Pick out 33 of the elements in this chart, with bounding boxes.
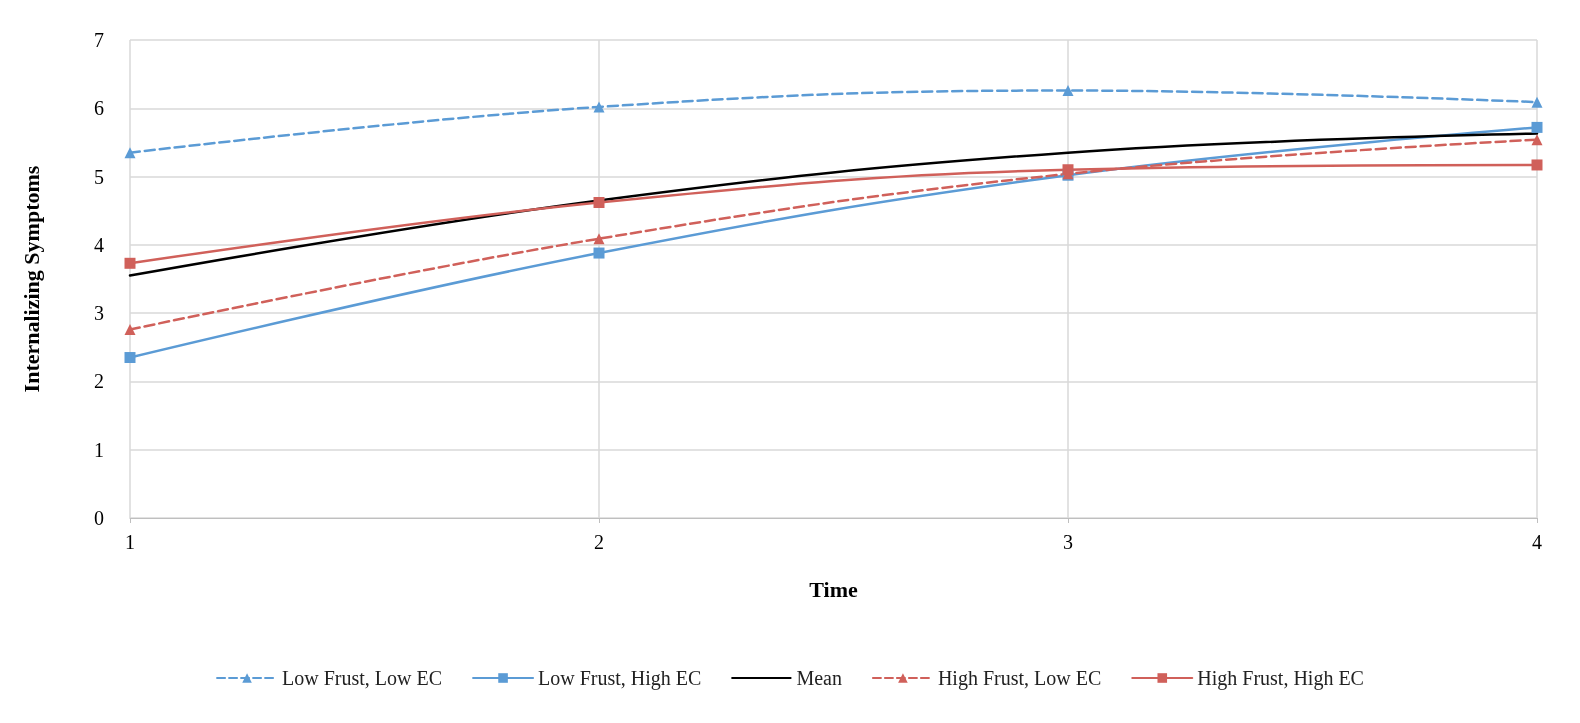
y-tick-label: 3 [94, 302, 104, 325]
x-tick-label: 3 [1063, 531, 1073, 553]
x-tick-label: 1 [125, 531, 135, 553]
point [124, 352, 136, 364]
x-tick-label: 4 [1532, 531, 1542, 553]
point [1531, 96, 1543, 108]
legend-label: Low Frust, Low EC [282, 667, 443, 689]
point [1062, 85, 1074, 97]
point [593, 247, 605, 259]
legend-label: High Frust, High EC [1197, 667, 1364, 690]
legend-label: Mean [796, 667, 842, 689]
legend-label: High Frust, Low EC [937, 667, 1102, 690]
y-tick-label: 2 [94, 370, 104, 393]
point [593, 197, 605, 209]
point [593, 101, 605, 113]
x-axis-title: Time [809, 576, 858, 602]
point [1531, 134, 1543, 146]
point [1531, 121, 1543, 133]
legend-label: Low Frust, High EC [538, 667, 702, 690]
point [1062, 164, 1074, 176]
point [124, 147, 136, 159]
point [593, 233, 605, 245]
y-tick-label: 5 [94, 165, 104, 188]
point [124, 257, 136, 269]
y-tick-label: 0 [94, 507, 104, 529]
y-tick-label: 1 [94, 438, 104, 461]
y-tick-label: 6 [94, 97, 104, 120]
point [1531, 159, 1543, 171]
point [124, 324, 136, 336]
x-tick-label: 2 [594, 531, 604, 553]
y-tick-label: 4 [94, 233, 104, 256]
y-axis-title: Internalizing Symptoms [18, 165, 44, 393]
y-tick-label: 7 [94, 29, 104, 51]
